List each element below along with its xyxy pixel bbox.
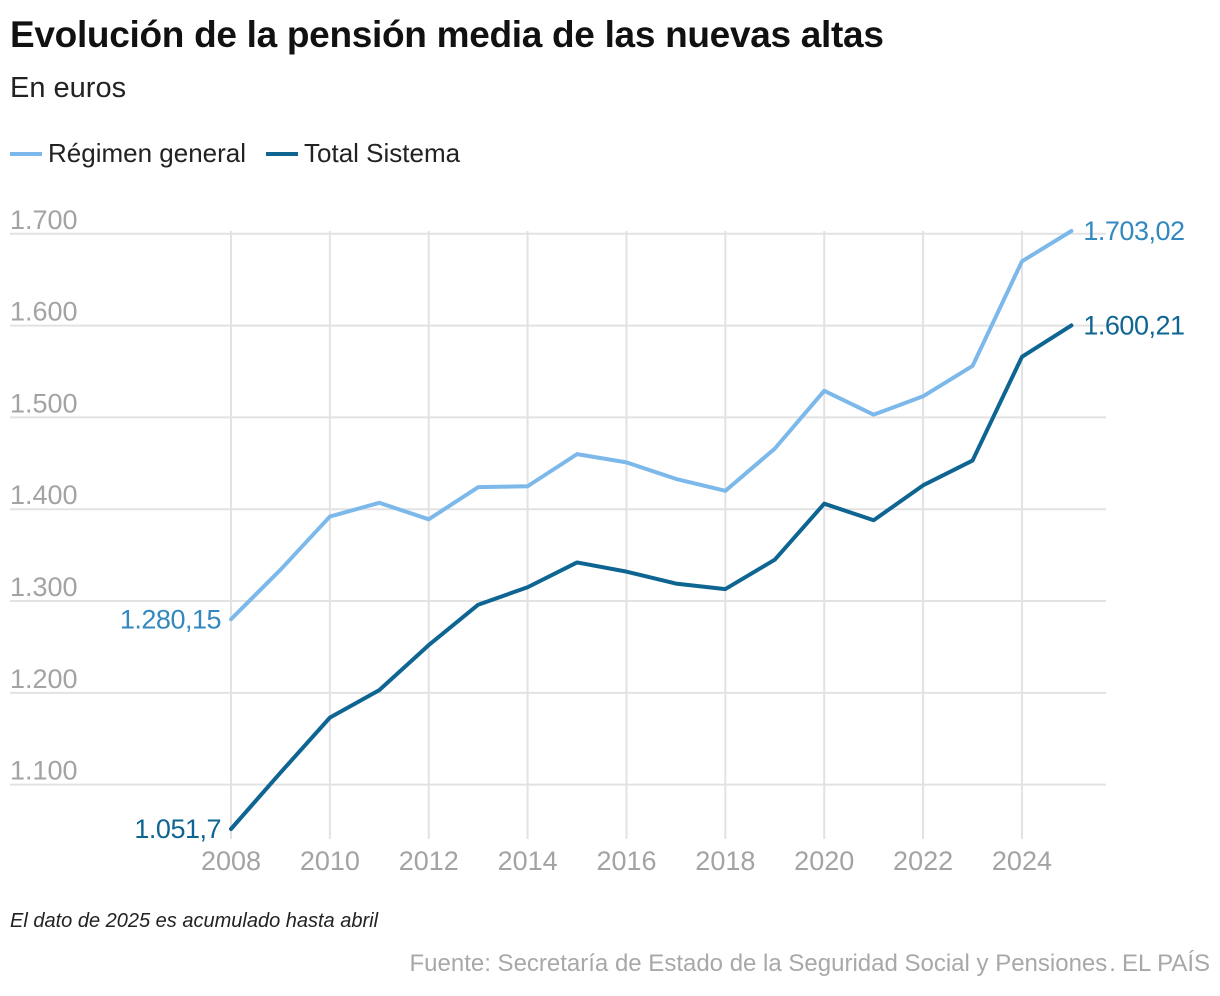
line-chart: 1.100 1.200 1.300 1.400 1.500 1.600 1.700 2008… — [10, 205, 1185, 876]
start-label-regimen-general: 1.280,15 — [120, 604, 221, 634]
series-layer — [229, 229, 1074, 831]
y-tick-label: 1.300 — [10, 572, 78, 602]
source-text: Fuente: Secretaría de Estado de la Segur… — [409, 950, 1108, 977]
chart-note: El dato de 2025 es acumulado hasta abril — [10, 910, 379, 932]
x-tick-label: 2016 — [596, 846, 656, 876]
legend-swatch-total-sistema — [266, 151, 299, 156]
series-line-total-sistema — [229, 323, 1074, 831]
y-tick-label: 1.700 — [10, 205, 78, 235]
legend-swatch-regimen-general — [10, 151, 42, 156]
y-tick-label: 1.500 — [10, 388, 78, 418]
x-tick-label: 2010 — [300, 846, 360, 876]
brand-name: EL PAÍS — [1121, 950, 1210, 977]
data-label-layer: 1.280,15 1.703,02 1.051,7 1.600,21 — [120, 216, 1185, 844]
x-tick-label: 2008 — [201, 846, 261, 876]
legend-item-regimen-general: Régimen general — [10, 138, 246, 169]
x-tick-label: 2022 — [893, 846, 953, 876]
y-tick-label: 1.600 — [10, 297, 78, 327]
y-axis: 1.100 1.200 1.300 1.400 1.500 1.600 1.700 — [10, 205, 78, 786]
x-axis: 2008 2010 2012 2014 2016 2018 2020 2022 2024 — [201, 846, 1052, 876]
series-line-regimen-general — [229, 229, 1074, 622]
end-label-regimen-general: 1.703,02 — [1083, 216, 1184, 246]
x-tick-label: 2020 — [794, 846, 854, 876]
y-tick-label: 1.200 — [10, 664, 78, 694]
legend-item-total-sistema: Total Sistema — [266, 138, 460, 169]
grid-layer — [10, 231, 1106, 839]
x-tick-label: 2012 — [399, 846, 459, 876]
chart-subtitle: En euros — [10, 72, 127, 104]
x-tick-label: 2018 — [695, 846, 755, 876]
chart-source: Fuente: Secretaría de Estado de la Segur… — [410, 950, 1211, 978]
end-label-total-sistema: 1.600,21 — [1083, 310, 1184, 340]
chart-legend: Régimen general Total Sistema — [10, 138, 480, 169]
x-tick-label: 2014 — [498, 846, 558, 876]
start-label-total-sistema: 1.051,7 — [134, 814, 221, 844]
y-tick-label: 1.400 — [10, 480, 78, 510]
legend-label-total-sistema: Total Sistema — [304, 138, 461, 168]
x-tick-label: 2024 — [992, 846, 1052, 876]
y-tick-label: 1.100 — [10, 756, 78, 786]
legend-label-regimen-general: Régimen general — [48, 138, 247, 168]
source-separator: . — [1109, 950, 1116, 977]
chart-title: Evolución de la pensión media de las nue… — [10, 14, 884, 55]
